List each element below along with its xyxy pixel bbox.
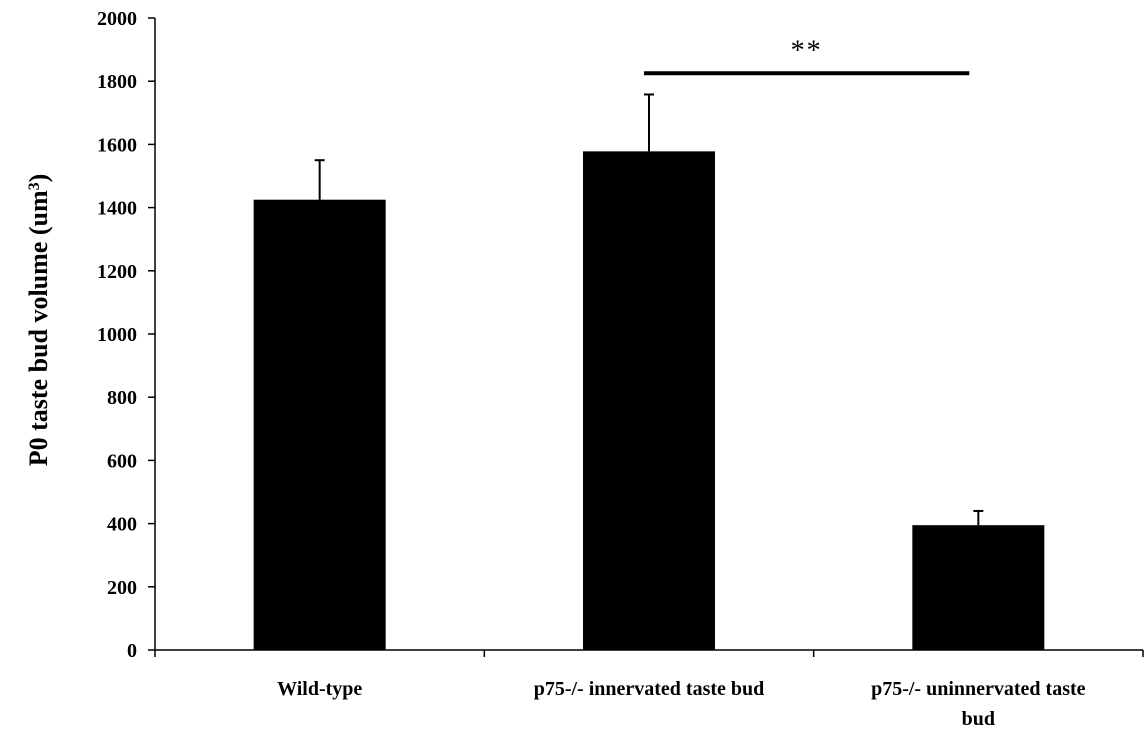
x-axis-category-label-line: bud xyxy=(962,708,995,730)
x-axis-category-label-line: p75-/- innervated taste bud xyxy=(534,678,765,700)
significance-annotation: ** xyxy=(644,35,970,76)
y-axis-tick-label: 1800 xyxy=(97,71,137,93)
y-axis-tick-label: 600 xyxy=(107,450,137,472)
bar-series xyxy=(253,93,1045,651)
bar xyxy=(583,151,715,651)
y-axis-tick-label: 400 xyxy=(107,514,137,536)
y-axis-tick-label: 1200 xyxy=(97,261,137,283)
y-axis-title-main: P0 taste bud volume (um xyxy=(24,190,53,466)
x-axis-category-label: p75-/- innervated taste bud xyxy=(534,678,765,700)
y-axis-title-close: ) xyxy=(24,174,53,183)
x-axis-category-label: Wild-type xyxy=(277,678,362,700)
y-axis-tick-label: 200 xyxy=(107,577,137,599)
y-axis-ticks: 0 200 400 600 800 1000 1200 1400 1600 1800 2000 xyxy=(97,8,155,662)
x-axis-category-label-line: Wild-type xyxy=(277,678,362,700)
x-axis-category-label-line: p75-/- uninnervated taste xyxy=(871,678,1086,700)
x-axis-category-label: p75-/- uninnervated taste bud xyxy=(871,678,1086,730)
bar xyxy=(253,199,386,650)
y-axis-tick-label: 800 xyxy=(107,387,137,409)
significance-label: ** xyxy=(791,35,823,66)
y-axis-title: P0 taste bud volume (um3) xyxy=(24,174,53,467)
x-axis-labels: Wild-type p75-/- innervated taste bud p75-… xyxy=(277,678,1086,730)
y-axis-tick-label: 1000 xyxy=(97,324,137,346)
y-axis-tick-label: 0 xyxy=(127,640,137,662)
y-axis-title-superscript: 3 xyxy=(26,182,43,190)
bar xyxy=(912,525,1045,650)
y-axis-tick-label: 1400 xyxy=(97,198,137,220)
y-axis-tick-label: 1600 xyxy=(97,134,137,156)
y-axis-tick-label: 2000 xyxy=(97,8,137,30)
